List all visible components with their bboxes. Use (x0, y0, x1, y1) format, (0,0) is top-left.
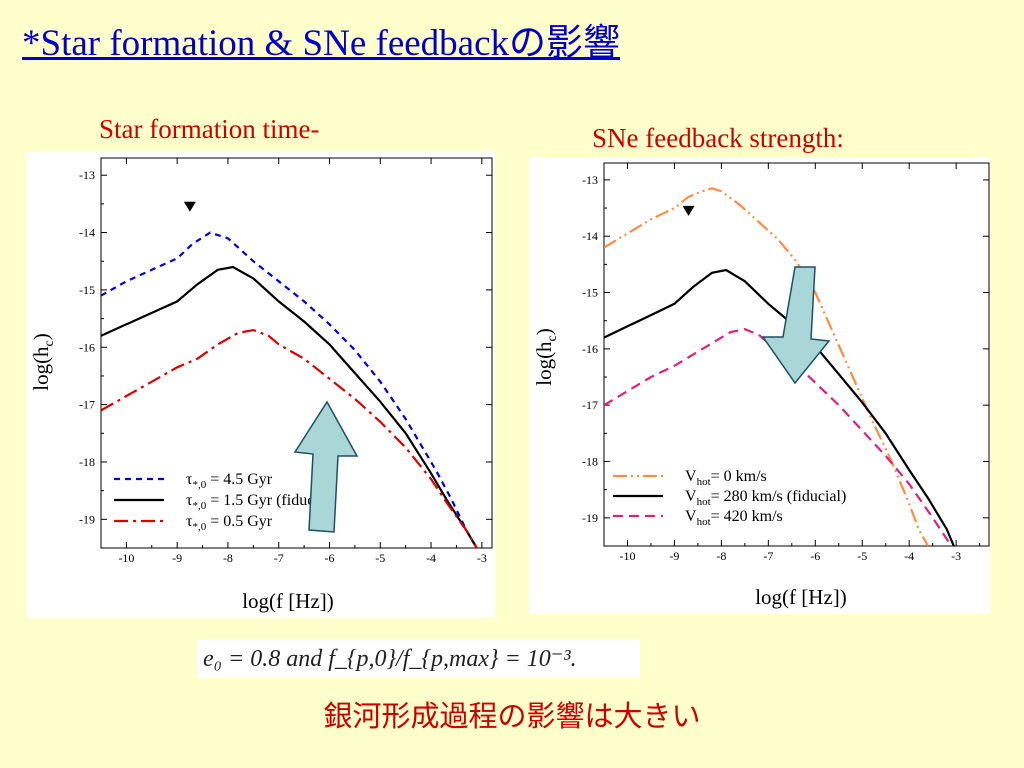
series-line-1 (101, 231, 478, 548)
y-tick-label: -16 (79, 340, 95, 354)
x-tick-label: -8 (223, 551, 233, 565)
y-axis-label: log(hc) (29, 333, 57, 391)
y-tick-label: -13 (79, 168, 95, 182)
x-tick-label: -5 (375, 551, 385, 565)
chart-svg: -10 -9 -8 -7 -6 -5 -4 -3 -13 -14 -15 -16 -17 -18 -19 lo… (532, 162, 990, 609)
x-axis-label: log(f [Hz]) (755, 585, 847, 609)
y-tick-label: -19 (582, 511, 598, 525)
trend-arrow (293, 400, 359, 533)
x-tick-label: -4 (904, 549, 914, 563)
plot-frame (100, 157, 493, 549)
x-tick-label: -9 (172, 551, 182, 565)
y-tick-label: -14 (79, 226, 95, 240)
left-caption: Star formation time- (99, 114, 320, 144)
trend-arrow (761, 266, 831, 385)
x-tick-label: -7 (763, 549, 773, 563)
y-tick-label: -17 (582, 398, 598, 412)
y-tick-label: -15 (79, 283, 95, 297)
legend-label-2: Vhot= 280 km/s (fiducial) (685, 488, 846, 508)
y-tick-label: -16 (582, 342, 598, 356)
y-tick-label: -18 (582, 455, 598, 469)
y-tick-label: -18 (79, 455, 95, 469)
legend-label-2: τ*,0 = 1.5 Gyr (fiducial) (186, 492, 336, 512)
conclusion-text: 銀河形成過程の影響は大きい (323, 699, 701, 733)
series-line-2 (101, 265, 478, 548)
plot-frame (603, 162, 990, 547)
x-tick-label: -6 (325, 551, 335, 565)
legend-label-3: τ*,0 = 0.5 Gyr (186, 513, 273, 533)
x-tick-label: -3 (951, 549, 961, 563)
x-tick-label: -4 (426, 551, 436, 565)
x-axis-label: log(f [Hz]) (242, 589, 334, 613)
x-tick-label: -5 (857, 549, 867, 563)
chart-svg: -10 -9 -8 -7 -6 -5 -4 -3 -13 -14 -15 -16 -17 -18 -19 lo… (29, 157, 493, 613)
x-tick-label: -9 (669, 549, 679, 563)
y-axis-label: log(hc) (532, 328, 560, 386)
marker-triangle (682, 205, 695, 216)
y-tick-label: -17 (79, 398, 95, 412)
right-caption: SNe feedback strength: (592, 123, 844, 153)
slide-title: *Star formation & SNe feedbackの影響 (22, 23, 621, 64)
x-tick-label: -3 (477, 551, 487, 565)
series-line-3 (101, 328, 478, 548)
legend-label-1: Vhot= 0 km/s (685, 468, 767, 488)
series-line-2 (604, 268, 955, 546)
x-tick-label: -10 (619, 549, 635, 563)
equation: e₀ = 0.8 and f_{p,0}/f_{p,max} = 10⁻³. (197, 640, 640, 678)
y-tick-label: -14 (582, 229, 598, 243)
marker-triangle (183, 201, 196, 212)
chart-panel-right: -10 -9 -8 -7 -6 -5 -4 -3 -13 -14 -15 -16 -17 -18 -19 lo… (529, 157, 990, 614)
x-tick-label: -8 (716, 549, 726, 563)
y-tick-label: -13 (582, 173, 598, 187)
x-tick-label: -10 (118, 551, 134, 565)
y-tick-label: -15 (582, 286, 598, 300)
legend-label-3: Vhot= 420 km/s (685, 508, 783, 528)
chart-panel-left: -10 -9 -8 -7 -6 -5 -4 -3 -13 -14 -15 -16 -17 -18 -19 lo… (26, 152, 495, 618)
y-tick-label: -19 (79, 512, 95, 526)
x-tick-label: -7 (274, 551, 284, 565)
x-tick-label: -6 (810, 549, 820, 563)
legend-label-1: τ*,0 = 4.5 Gyr (186, 471, 273, 491)
